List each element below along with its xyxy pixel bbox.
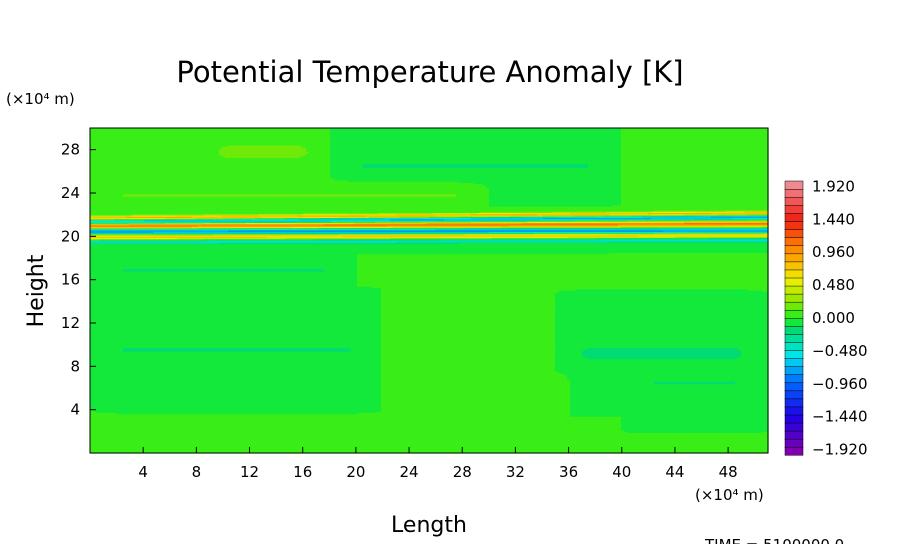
- y-axis-label: Height: [24, 254, 49, 327]
- chart-title: Potential Temperature Anomaly [K]: [176, 55, 683, 89]
- heatmap-cells: [90, 128, 769, 454]
- plot-area: [90, 128, 769, 454]
- y-axis-unit: (×10⁴ m): [6, 90, 75, 108]
